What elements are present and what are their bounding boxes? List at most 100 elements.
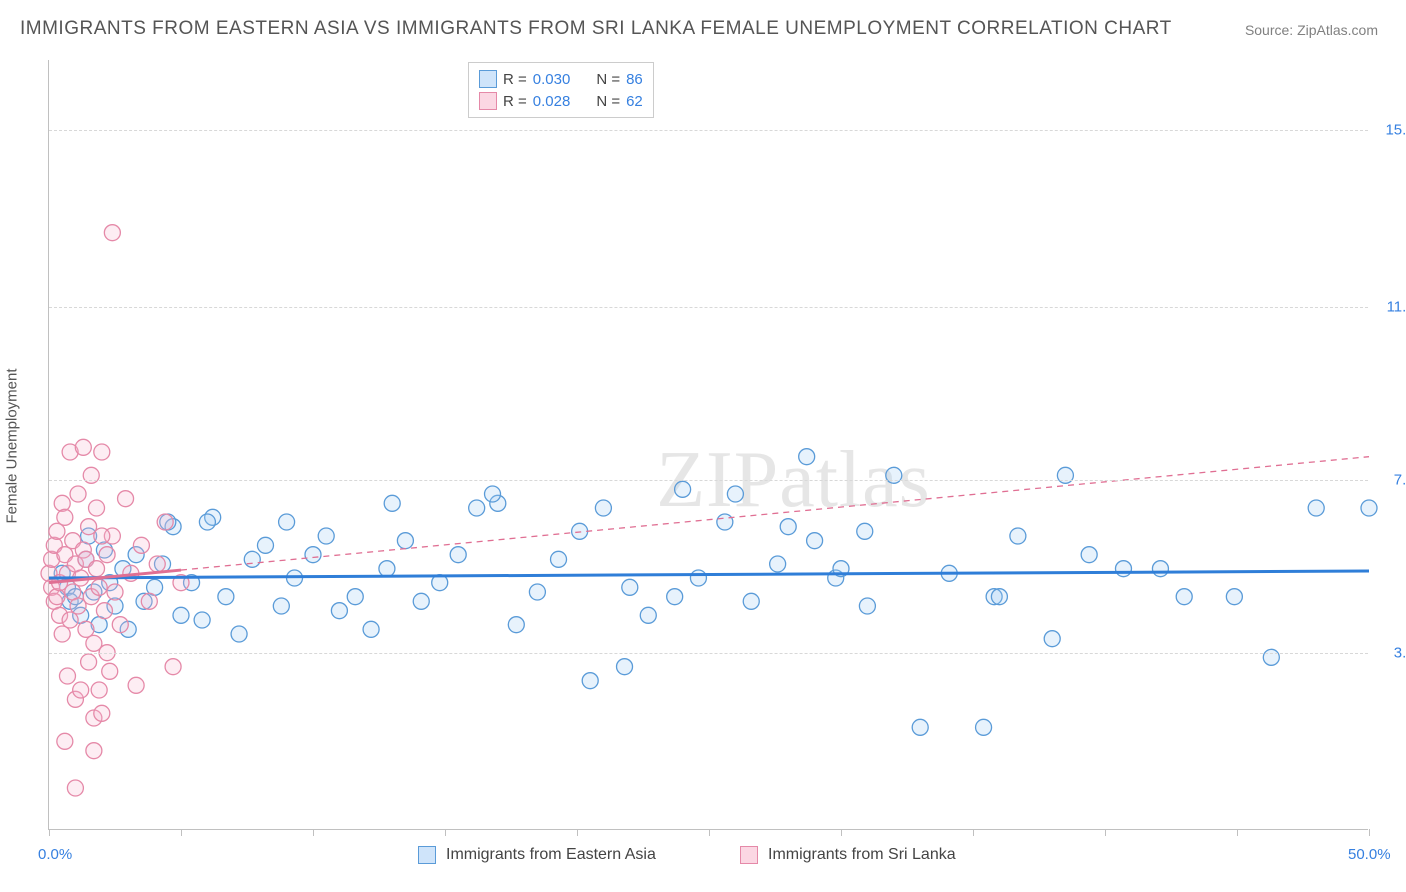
data-point bbox=[94, 528, 110, 544]
data-point bbox=[1115, 561, 1131, 577]
legend-series-item: Immigrants from Sri Lanka bbox=[740, 846, 956, 864]
data-point bbox=[54, 495, 70, 511]
data-point bbox=[485, 486, 501, 502]
data-point bbox=[305, 547, 321, 563]
data-point bbox=[279, 514, 295, 530]
chart-svg bbox=[49, 60, 1368, 829]
data-point bbox=[94, 705, 110, 721]
data-point bbox=[450, 547, 466, 563]
data-point bbox=[572, 523, 588, 539]
data-point bbox=[199, 514, 215, 530]
data-point bbox=[347, 589, 363, 605]
data-point bbox=[690, 570, 706, 586]
data-point bbox=[273, 598, 289, 614]
data-point bbox=[165, 659, 181, 675]
y-axis-label: Female Unemployment bbox=[4, 368, 21, 523]
data-point bbox=[976, 719, 992, 735]
y-tick-label: 15.0% bbox=[1373, 122, 1406, 139]
data-point bbox=[551, 551, 567, 567]
data-point bbox=[104, 225, 120, 241]
data-point bbox=[57, 509, 73, 525]
legend-correlation-row: R = 0.028 N = 62 bbox=[479, 90, 643, 112]
data-point bbox=[112, 617, 128, 633]
legend-correlation-row: R = 0.030N = 86 bbox=[479, 68, 643, 90]
data-point bbox=[717, 514, 733, 530]
data-point bbox=[859, 598, 875, 614]
data-point bbox=[107, 584, 123, 600]
data-point bbox=[743, 593, 759, 609]
legend-series-item: Immigrants from Eastern Asia bbox=[418, 846, 656, 864]
data-point bbox=[133, 537, 149, 553]
data-point bbox=[331, 603, 347, 619]
legend-r-value: 0.028 bbox=[533, 93, 571, 110]
legend-n-value: 86 bbox=[626, 71, 643, 88]
data-point bbox=[94, 444, 110, 460]
x-tick bbox=[49, 829, 50, 836]
data-point bbox=[118, 491, 134, 507]
data-point bbox=[128, 677, 144, 693]
data-point bbox=[529, 584, 545, 600]
chart-container: IMMIGRANTS FROM EASTERN ASIA VS IMMIGRAN… bbox=[0, 0, 1406, 892]
x-tick bbox=[973, 829, 974, 836]
gridline bbox=[49, 307, 1368, 308]
legend-n-value: 62 bbox=[626, 93, 643, 110]
data-point bbox=[49, 523, 65, 539]
legend-r-label: R = bbox=[503, 93, 527, 110]
data-point bbox=[1010, 528, 1026, 544]
data-point bbox=[397, 533, 413, 549]
data-point bbox=[141, 593, 157, 609]
data-point bbox=[70, 486, 86, 502]
x-tick bbox=[1105, 829, 1106, 836]
x-tick bbox=[577, 829, 578, 836]
legend-correlation-box: R = 0.030N = 86R = 0.028N = 62 bbox=[468, 62, 654, 118]
data-point bbox=[363, 621, 379, 637]
gridline bbox=[49, 480, 1368, 481]
data-point bbox=[194, 612, 210, 628]
x-tick bbox=[313, 829, 314, 836]
x-axis-min-label: 0.0% bbox=[38, 846, 72, 863]
x-tick bbox=[181, 829, 182, 836]
x-tick bbox=[1369, 829, 1370, 836]
gridline bbox=[49, 653, 1368, 654]
data-point bbox=[770, 556, 786, 572]
source-name: ZipAtlas.com bbox=[1297, 22, 1378, 38]
data-point bbox=[857, 523, 873, 539]
data-point bbox=[675, 481, 691, 497]
data-point bbox=[81, 654, 97, 670]
data-point bbox=[244, 551, 260, 567]
data-point bbox=[807, 533, 823, 549]
y-tick-label: 11.2% bbox=[1373, 299, 1406, 316]
legend-swatch bbox=[479, 70, 497, 88]
data-point bbox=[912, 719, 928, 735]
data-point bbox=[49, 589, 65, 605]
x-tick bbox=[1237, 829, 1238, 836]
legend-swatch bbox=[479, 92, 497, 110]
legend-r-label: R = bbox=[503, 71, 527, 88]
data-point bbox=[379, 561, 395, 577]
data-point bbox=[86, 743, 102, 759]
data-point bbox=[96, 603, 112, 619]
legend-swatch bbox=[418, 846, 436, 864]
data-point bbox=[91, 579, 107, 595]
data-point bbox=[67, 780, 83, 796]
data-point bbox=[73, 682, 89, 698]
x-tick bbox=[709, 829, 710, 836]
legend-swatch bbox=[740, 846, 758, 864]
data-point bbox=[799, 449, 815, 465]
data-point bbox=[1044, 631, 1060, 647]
data-point bbox=[62, 612, 78, 628]
data-point bbox=[257, 537, 273, 553]
data-point bbox=[89, 561, 105, 577]
data-point bbox=[508, 617, 524, 633]
trend-line bbox=[49, 571, 1369, 578]
legend-series-label: Immigrants from Eastern Asia bbox=[446, 846, 656, 864]
data-point bbox=[231, 626, 247, 642]
data-point bbox=[469, 500, 485, 516]
data-point bbox=[595, 500, 611, 516]
data-point bbox=[318, 528, 334, 544]
gridline bbox=[49, 130, 1368, 131]
data-point bbox=[99, 547, 115, 563]
data-point bbox=[57, 733, 73, 749]
source-attribution: Source: ZipAtlas.com bbox=[1245, 22, 1378, 38]
legend-n-label: N = bbox=[596, 93, 620, 110]
